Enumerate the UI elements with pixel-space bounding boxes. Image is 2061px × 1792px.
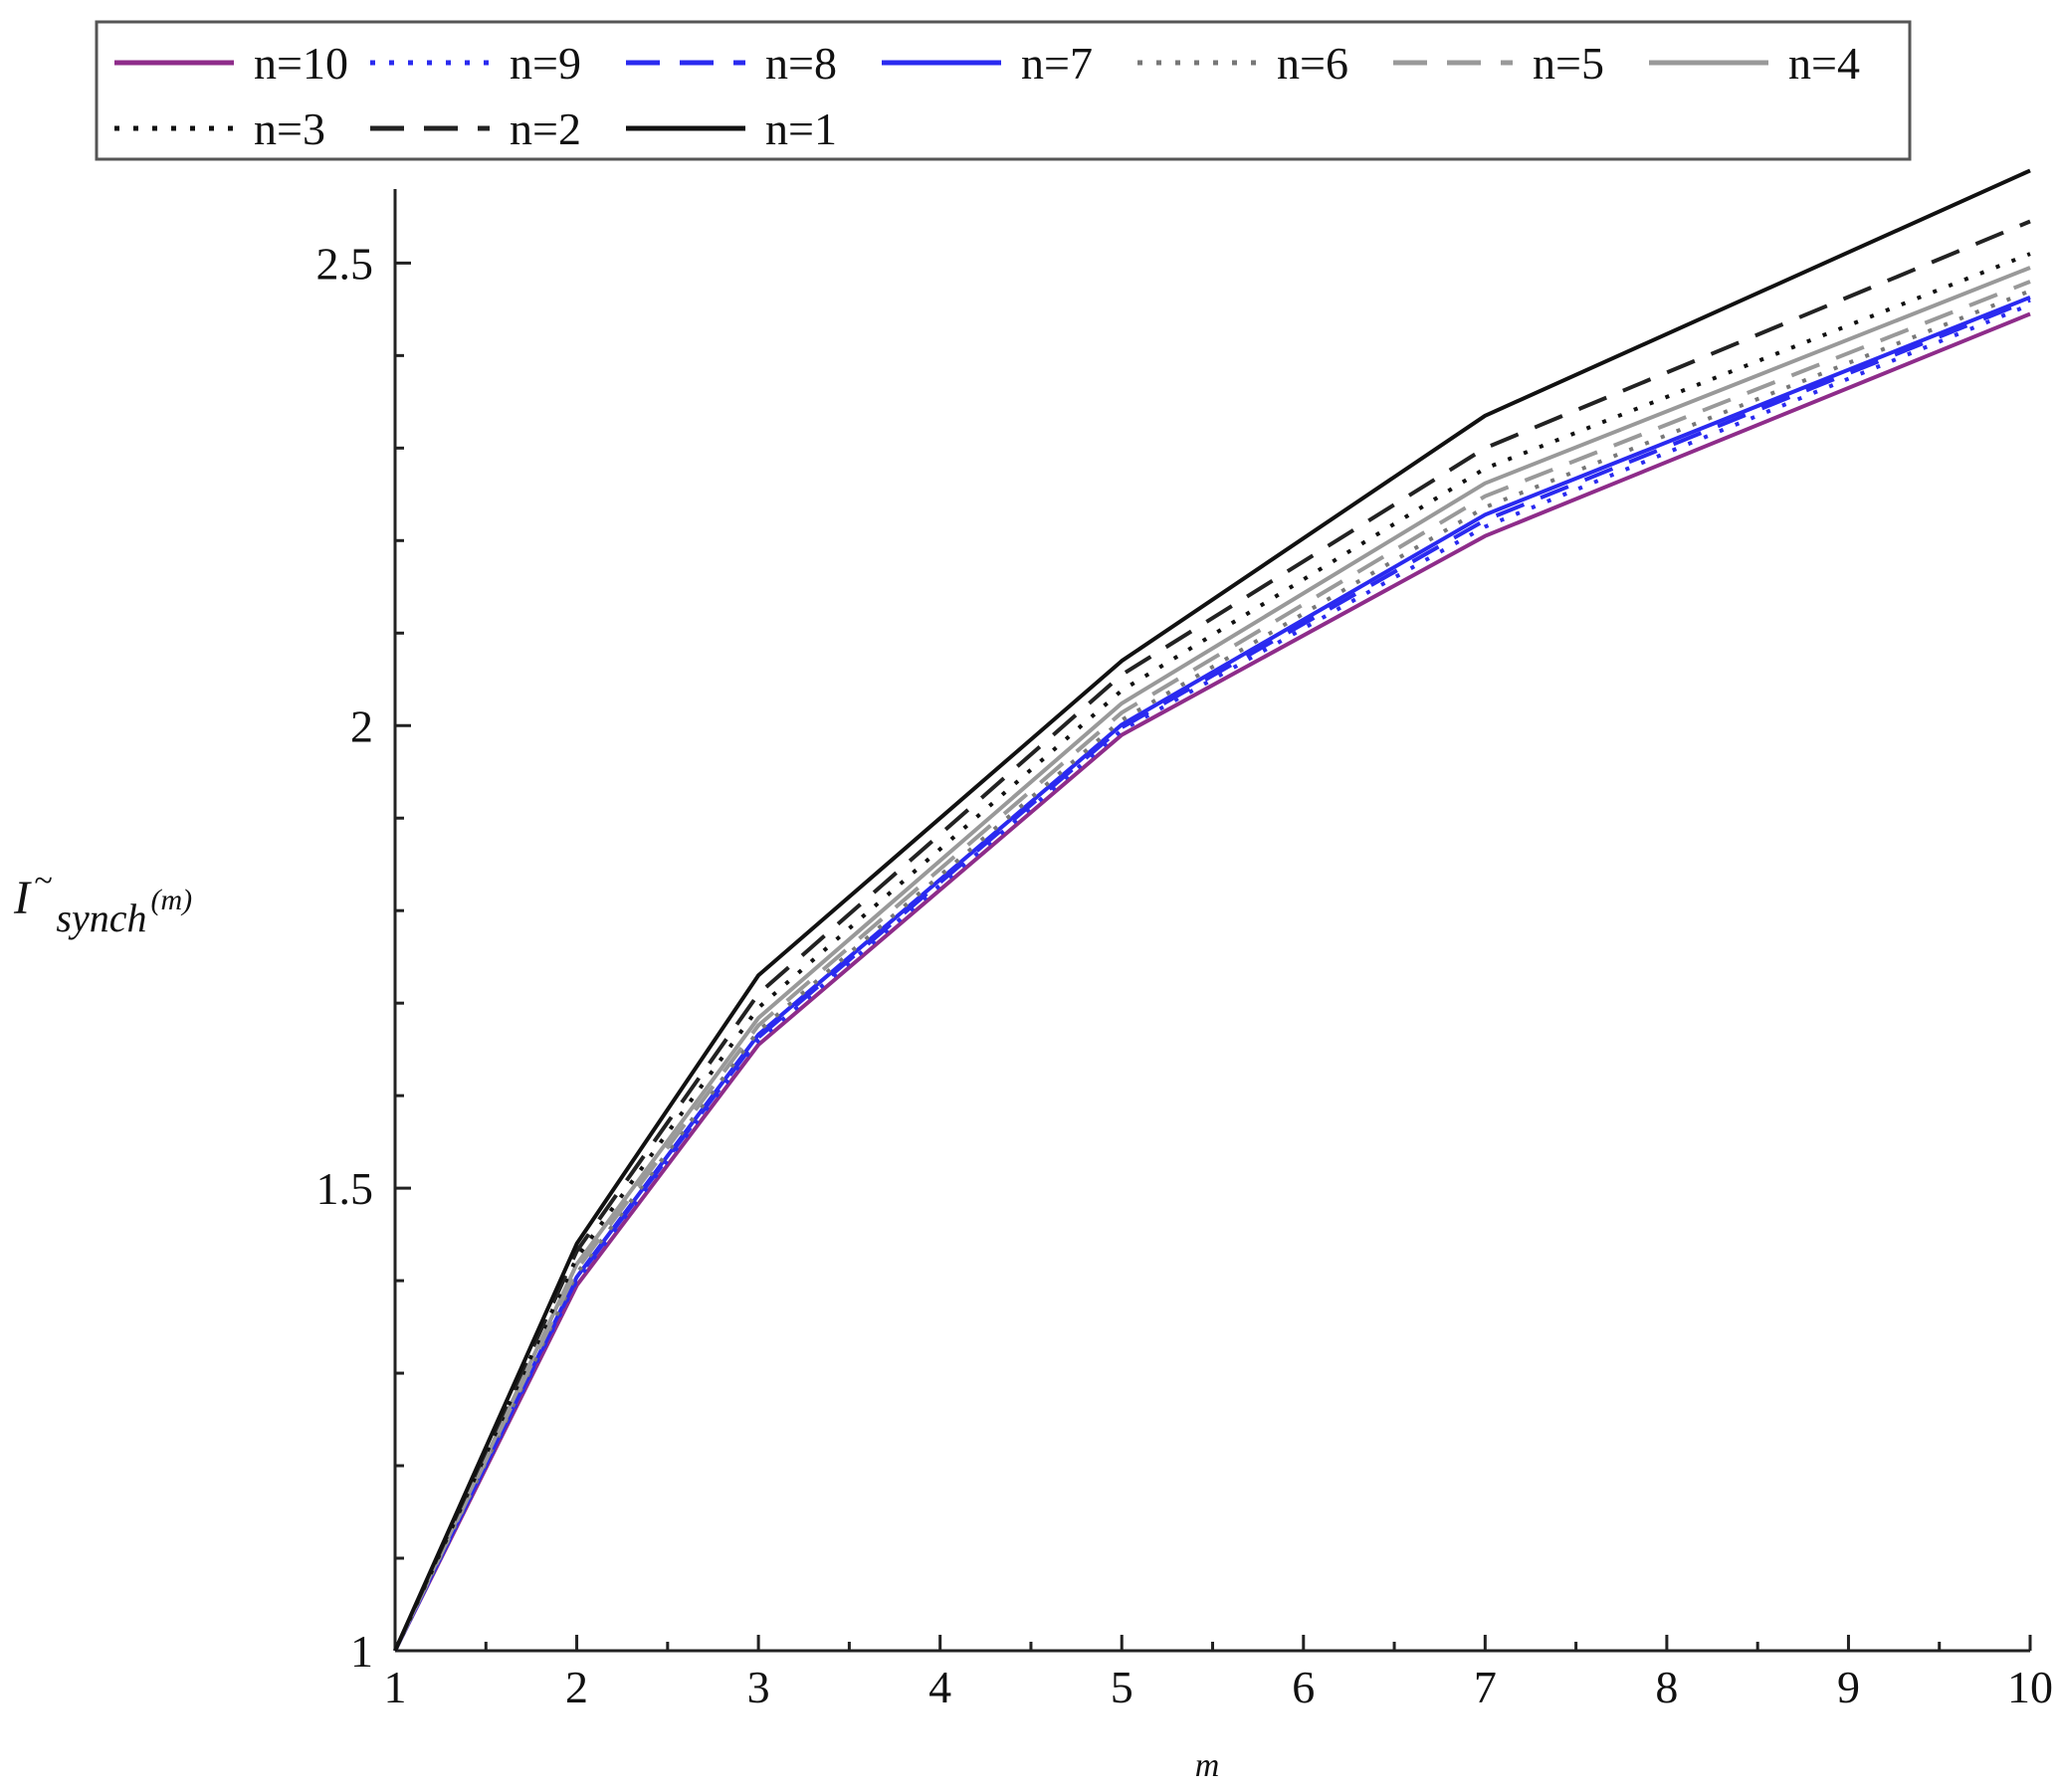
x-tick-label: 5 (1111, 1662, 1134, 1712)
y-tick-label: 1 (350, 1626, 373, 1677)
legend-label: n=1 (765, 103, 837, 154)
legend-label: n=3 (254, 103, 325, 154)
x-tick-label: 10 (2007, 1662, 2053, 1712)
x-tick-label: 3 (747, 1662, 770, 1712)
y-tick-label: 2.5 (316, 238, 374, 289)
legend-label: n=10 (254, 38, 348, 89)
y-tick-label: 1.5 (316, 1163, 374, 1214)
x-tick-label: 6 (1292, 1662, 1315, 1712)
legend-item-n-1: n=1 (626, 103, 837, 154)
legend-item-n-6: n=6 (1137, 38, 1348, 89)
x-tick-label: 4 (928, 1662, 951, 1712)
legend-item-n-3: n=3 (114, 103, 325, 154)
series-line-n-8 (393, 298, 2031, 1652)
series-line-n-7 (393, 295, 2031, 1652)
legend-item-n-10: n=10 (114, 38, 348, 89)
legend-item-n-4: n=4 (1649, 38, 1860, 89)
legend-label: n=9 (510, 38, 581, 89)
legend-item-n-8: n=8 (626, 38, 837, 89)
legend-label: n=7 (1021, 38, 1093, 89)
y-tick-label: 2 (350, 700, 373, 751)
legend-item-n-7: n=7 (882, 38, 1093, 89)
legend-label: n=8 (765, 38, 837, 89)
series-line-n-9 (393, 302, 2031, 1652)
legend-item-n-2: n=2 (370, 103, 581, 154)
series-layer (393, 168, 2031, 1652)
series-line-n-5 (393, 280, 2031, 1652)
series-line-n-4 (393, 266, 2031, 1652)
legend-frame (95, 20, 1912, 161)
x-axis-title: m (1195, 1747, 1220, 1784)
series-line-n-6 (393, 289, 2031, 1652)
legend: n=10 n=9 n=8 n=7 n=6 n=5 n=4 n=3 n=2 n=1 (95, 20, 1912, 161)
y-axis-title-sub: synch (56, 896, 146, 940)
x-tick-label: 9 (1837, 1662, 1860, 1712)
y-axis-title-arg: (m) (150, 884, 192, 916)
y-axis-title: I ~ synch (m) (13, 863, 192, 940)
series-line-n-1 (393, 168, 2031, 1652)
legend-label: n=6 (1277, 38, 1348, 89)
ticks: 1 2 3 4 5 6 7 8 9 10 1 1.5 2 2.5 (316, 238, 2054, 1712)
axes (393, 189, 2030, 1653)
x-tick-label: 8 (1655, 1662, 1678, 1712)
legend-label: n=2 (510, 103, 581, 154)
legend-item-n-5: n=5 (1393, 38, 1604, 89)
x-tick-label: 2 (565, 1662, 588, 1712)
legend-label: n=4 (1788, 38, 1860, 89)
legend-label: n=5 (1533, 38, 1604, 89)
x-tick-label: 7 (1474, 1662, 1497, 1712)
y-axis-title-tilde: ~ (34, 863, 52, 899)
series-line-n-3 (393, 252, 2031, 1652)
series-line-n-2 (393, 219, 2031, 1652)
legend-item-n-9: n=9 (370, 38, 581, 89)
series-line-n-10 (393, 311, 2031, 1652)
x-tick-label: 1 (384, 1662, 407, 1712)
y-axis-title-main: I (13, 872, 32, 924)
